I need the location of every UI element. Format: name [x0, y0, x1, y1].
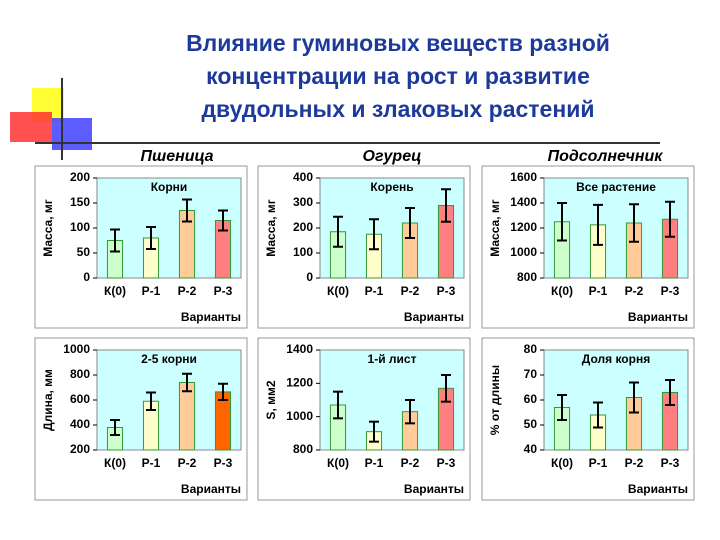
y-tick-label: 1000: [63, 342, 90, 356]
y-tick-label: 1600: [510, 170, 537, 184]
y-tick-label: 800: [70, 367, 90, 381]
x-tick-label: К(0): [327, 456, 349, 470]
x-tick-label: Р-3: [437, 284, 456, 298]
column-header: Огурец: [363, 148, 422, 165]
column-header: Пшеница: [140, 148, 213, 165]
x-axis-label: Варианты: [628, 482, 688, 496]
title-line: двудольных и злаковых растений: [201, 96, 594, 122]
x-axis-label: Варианты: [181, 482, 241, 496]
x-axis-label: Варианты: [404, 482, 464, 496]
y-tick-label: 1200: [286, 376, 313, 390]
annotation: Корни: [151, 180, 188, 194]
x-axis-label: Варианты: [181, 310, 241, 324]
y-tick-label: 800: [293, 442, 313, 456]
x-tick-label: Р-2: [178, 456, 197, 470]
y-tick-label: 0: [83, 270, 90, 284]
x-tick-label: Р-2: [625, 284, 644, 298]
y-tick-label: 1400: [286, 342, 313, 356]
annotation: 2-5 корни: [141, 352, 197, 366]
y-tick-label: 400: [293, 170, 313, 184]
x-tick-label: Р-3: [214, 284, 233, 298]
x-tick-label: Р-3: [661, 284, 680, 298]
y-tick-label: 50: [77, 245, 91, 259]
annotation: Все растение: [576, 180, 656, 194]
y-axis-label: Длина, мм: [41, 369, 55, 431]
annotation: Доля корня: [582, 352, 650, 366]
x-tick-label: Р-1: [589, 284, 608, 298]
annotation: 1-й лист: [368, 352, 417, 366]
y-tick-label: 1000: [510, 245, 537, 259]
y-tick-label: 100: [70, 220, 90, 234]
bar: [178, 382, 196, 451]
y-tick-label: 80: [524, 342, 538, 356]
y-tick-label: 200: [70, 170, 90, 184]
x-tick-label: Р-1: [589, 456, 608, 470]
x-tick-label: К(0): [327, 284, 349, 298]
x-tick-label: Р-2: [178, 284, 197, 298]
y-axis-label: S, мм2: [264, 380, 278, 419]
y-tick-label: 0: [306, 270, 313, 284]
y-axis-label: Масса, мг: [41, 199, 55, 257]
x-axis-label: Варианты: [628, 310, 688, 324]
x-tick-label: Р-2: [625, 456, 644, 470]
column-header: Подсолнечник: [548, 148, 664, 165]
x-tick-label: К(0): [104, 284, 126, 298]
y-tick-label: 1000: [286, 409, 313, 423]
y-axis-label: Масса, мг: [488, 199, 502, 257]
y-tick-label: 800: [517, 270, 537, 284]
y-tick-label: 60: [524, 392, 538, 406]
x-tick-label: К(0): [551, 456, 573, 470]
y-tick-label: 200: [293, 220, 313, 234]
x-axis-label: Варианты: [404, 310, 464, 324]
x-tick-label: Р-2: [401, 284, 420, 298]
x-tick-label: Р-1: [365, 456, 384, 470]
x-tick-label: К(0): [551, 284, 573, 298]
y-tick-label: 200: [70, 442, 90, 456]
y-tick-label: 70: [524, 367, 538, 381]
y-tick-label: 1200: [510, 220, 537, 234]
x-tick-label: Р-3: [437, 456, 456, 470]
title-line: Влияние гуминовых веществ разной: [186, 30, 610, 56]
y-tick-label: 1400: [510, 195, 537, 209]
x-tick-label: Р-1: [365, 284, 384, 298]
deco-square: [10, 112, 52, 142]
x-tick-label: Р-1: [142, 284, 161, 298]
y-tick-label: 300: [293, 195, 313, 209]
y-tick-label: 100: [293, 245, 313, 259]
x-tick-label: Р-3: [661, 456, 680, 470]
x-tick-label: Р-3: [214, 456, 233, 470]
y-tick-label: 600: [70, 392, 90, 406]
title-line: концентрации на рост и развитие: [206, 63, 590, 89]
x-tick-label: Р-1: [142, 456, 161, 470]
x-tick-label: К(0): [104, 456, 126, 470]
y-axis-label: % от длины: [488, 365, 502, 435]
x-tick-label: Р-2: [401, 456, 420, 470]
deco-square: [52, 118, 92, 150]
y-tick-label: 40: [524, 442, 538, 456]
annotation: Корень: [370, 180, 413, 194]
y-tick-label: 150: [70, 195, 90, 209]
y-tick-label: 400: [70, 417, 90, 431]
y-tick-label: 50: [524, 417, 538, 431]
y-axis-label: Масса, мг: [264, 199, 278, 257]
